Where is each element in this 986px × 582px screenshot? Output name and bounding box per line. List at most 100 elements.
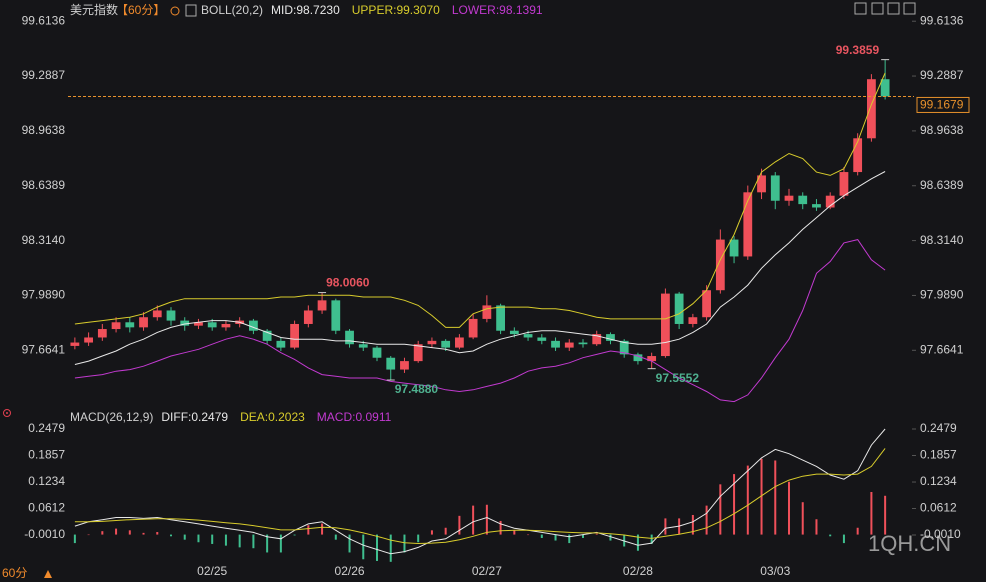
y-tick-label: 97.6641 <box>22 342 66 356</box>
macd-bar <box>307 525 310 535</box>
macd-bar <box>815 519 818 535</box>
candle-body <box>97 329 107 338</box>
candle-body <box>358 344 368 348</box>
macd-bar <box>760 458 763 535</box>
settings-icon[interactable] <box>170 6 180 16</box>
candle-body <box>812 204 821 208</box>
candle-body <box>317 300 327 311</box>
candle-body <box>303 310 313 324</box>
y-tick-label: 97.9890 <box>22 288 66 302</box>
annotation: 97.4880 <box>395 382 439 396</box>
y-tick-label: 99.2887 <box>920 68 964 82</box>
indicator-name: MACD(26,12,9) <box>70 410 153 424</box>
tool-button[interactable] <box>887 2 900 15</box>
macd-bar <box>609 534 612 541</box>
candle-body <box>578 342 588 345</box>
macd-bar <box>513 530 516 535</box>
watermark: 1QH.CN <box>868 531 951 556</box>
marker-icon <box>3 409 11 417</box>
macd-bar <box>582 534 584 538</box>
candle-body <box>619 340 629 355</box>
candle-body <box>509 330 519 335</box>
macd-bar <box>499 520 502 535</box>
candle-body <box>853 138 863 173</box>
candle-body <box>647 356 657 362</box>
candle-body <box>688 317 698 324</box>
macd-bar <box>870 491 873 535</box>
x-tick-label: 02/28 <box>623 564 653 578</box>
y-tick-label: 98.6389 <box>920 178 964 192</box>
legend-entry: MACD:0.0911 <box>317 410 392 424</box>
macd-bar <box>568 534 571 544</box>
macd-bar <box>430 530 433 535</box>
macd-bar <box>472 505 475 535</box>
x-tick-label: 03/03 <box>760 564 790 578</box>
candle-body <box>825 195 835 208</box>
macd-bar <box>142 532 145 535</box>
indicator-line <box>74 72 886 328</box>
macd-bar <box>252 534 255 549</box>
candle-body <box>482 305 492 319</box>
macd-bar <box>197 534 200 543</box>
y-tick-label: 0.2479 <box>28 421 65 435</box>
candle-body <box>537 337 547 341</box>
y-tick-label: 99.6136 <box>920 13 964 27</box>
candle-body <box>413 344 423 362</box>
macd-bar <box>279 534 282 553</box>
candle-body <box>702 290 711 318</box>
macd-bar <box>650 534 653 544</box>
legend-entry: DIFF:0.2479 <box>161 410 228 424</box>
y-tick-label: 0.1857 <box>28 448 65 462</box>
macd-bar <box>348 534 351 553</box>
candle-body <box>880 79 890 97</box>
y-tick-label: 98.9638 <box>920 123 964 137</box>
candle-body <box>427 340 437 345</box>
macd-bar <box>788 481 790 535</box>
dropdown-arrow[interactable] <box>44 570 52 578</box>
y-tick-label: 0.1234 <box>920 474 957 488</box>
candle-body <box>674 293 684 324</box>
candle-body <box>221 323 231 328</box>
candle-body <box>743 192 753 257</box>
macd-bar <box>417 534 420 543</box>
candle-body <box>84 337 93 343</box>
period-label: 【60分】 <box>116 3 165 17</box>
candle-body <box>770 175 780 201</box>
macd-bar <box>376 534 378 561</box>
last-price-label: 99.1679 <box>920 98 964 112</box>
annotation: 98.0060 <box>326 276 370 290</box>
candle-body <box>715 239 725 291</box>
macd-bar <box>403 534 406 553</box>
macd-bar <box>266 534 269 553</box>
candle-body <box>290 323 299 348</box>
y-tick-label: 97.9890 <box>920 288 964 302</box>
y-tick-label: 99.2887 <box>22 68 66 82</box>
candle-body <box>166 310 176 321</box>
macd-bar <box>115 528 118 535</box>
y-tick-label: -0.0010 <box>24 527 65 541</box>
tool-button[interactable] <box>903 2 916 15</box>
annotation: 99.3859 <box>836 43 880 57</box>
macd-bar <box>238 534 241 548</box>
candle-body <box>152 310 162 318</box>
indicator-icon[interactable] <box>185 4 197 17</box>
candle-body <box>606 334 615 341</box>
candle-body <box>249 320 258 331</box>
macd-bar <box>444 527 447 535</box>
tool-button[interactable] <box>854 2 867 15</box>
candle-body <box>551 340 560 348</box>
y-tick-label: 0.2479 <box>920 421 957 435</box>
indicator-line <box>74 448 886 545</box>
chart-title: 美元指数 <box>70 2 118 17</box>
tool-button[interactable] <box>871 2 884 15</box>
candle-body <box>633 354 643 362</box>
macd-bar <box>389 534 392 562</box>
period-selector[interactable]: 60分 <box>2 566 27 580</box>
last-price-box <box>916 96 970 113</box>
candle-body <box>455 337 464 348</box>
indicator-line <box>74 239 886 403</box>
legend-entry: UPPER:99.3070 <box>352 3 440 17</box>
y-tick-label: 0.0612 <box>920 501 957 515</box>
macd-bar <box>664 518 667 535</box>
